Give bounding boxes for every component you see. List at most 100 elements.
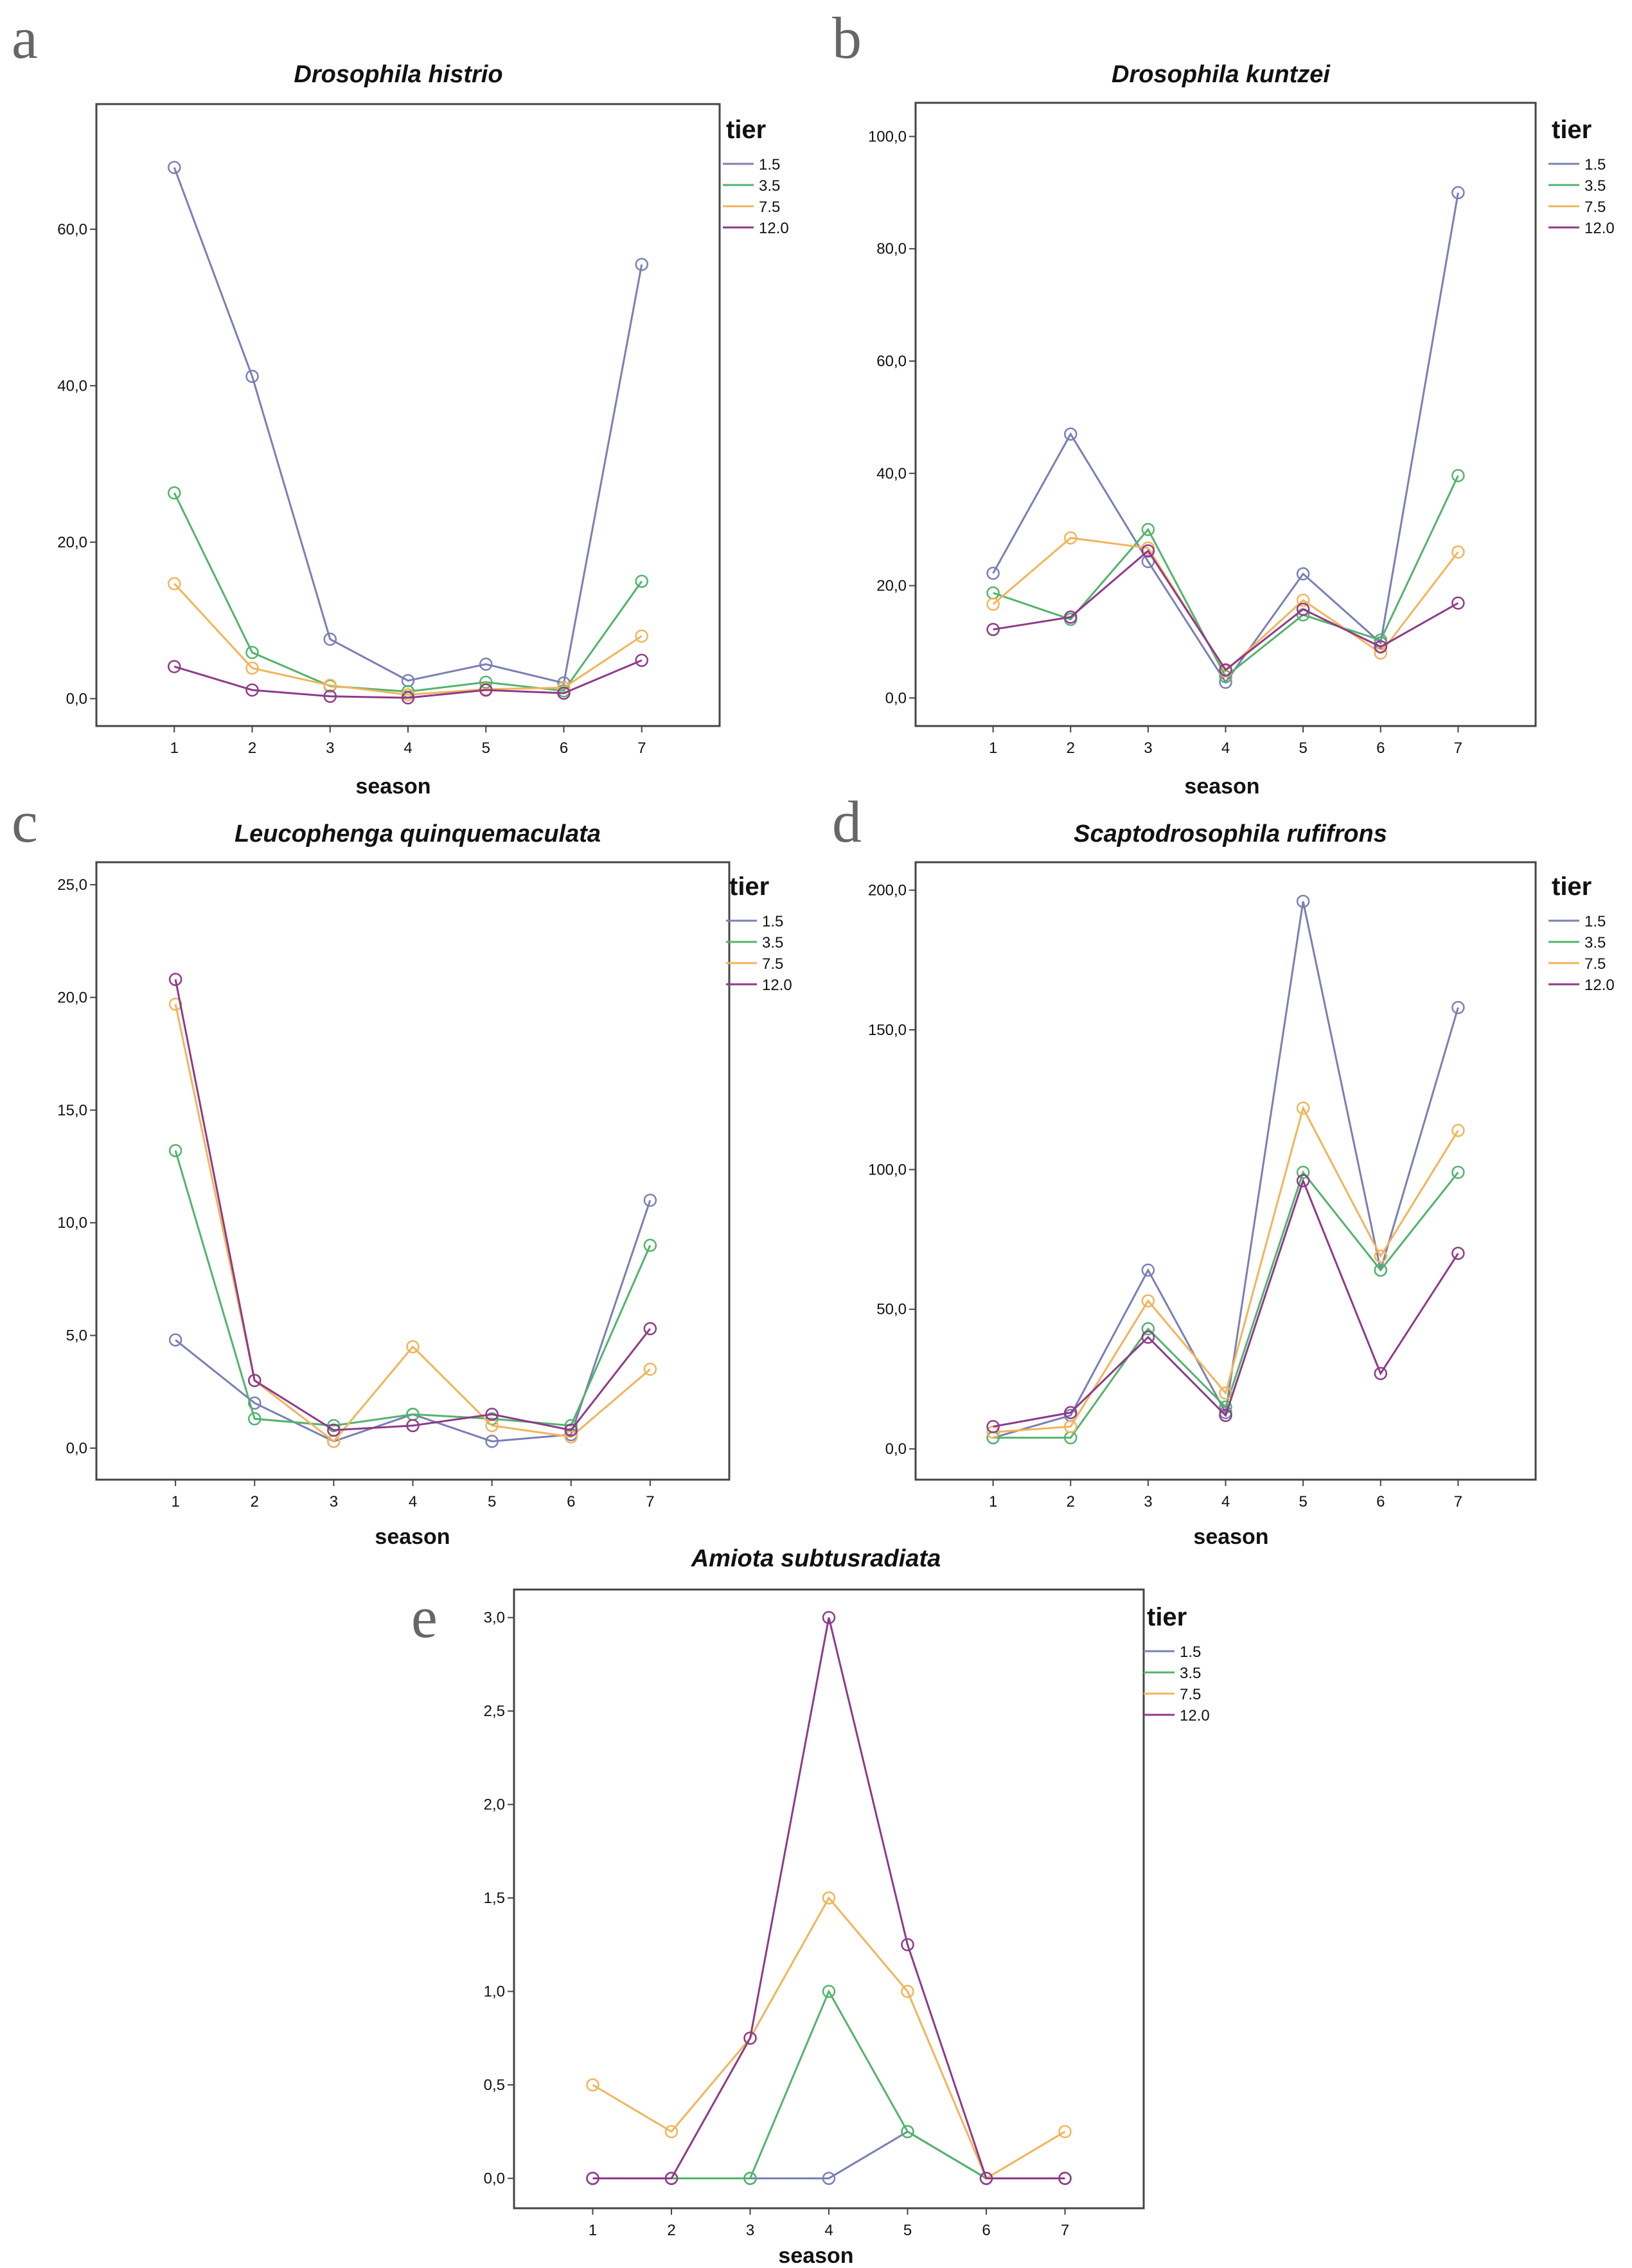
data-point — [1064, 610, 1078, 624]
data-point — [479, 675, 493, 689]
chart-title: Drosophila kuntzei — [1112, 61, 1331, 88]
data-point — [1141, 1330, 1155, 1344]
x-tick-label: 5 — [488, 1493, 496, 1511]
data-point — [168, 486, 181, 500]
x-tick-label: 6 — [1376, 1493, 1385, 1511]
data-point — [822, 1611, 836, 1624]
panel-letter: c — [12, 789, 38, 855]
legend-label: 3.5 — [1180, 1665, 1201, 1682]
data-point — [1141, 1294, 1155, 1307]
data-point — [168, 161, 181, 174]
data-point — [485, 1408, 499, 1421]
data-point — [1064, 531, 1078, 545]
data-point — [1141, 554, 1155, 569]
data-point — [664, 2172, 679, 2185]
y-tick-label: 3,0 — [484, 1609, 505, 1627]
chart-title: Amiota subtusradiata — [691, 1545, 941, 1572]
x-axis-title: season — [1184, 774, 1259, 799]
data-point — [1296, 594, 1310, 607]
data-point — [743, 2172, 757, 2185]
legend-label: 7.5 — [759, 199, 780, 216]
data-point — [1064, 1406, 1078, 1419]
data-point — [1451, 1246, 1465, 1261]
data-point — [643, 1193, 657, 1207]
x-tick-label: 7 — [637, 740, 646, 757]
data-point — [168, 577, 181, 590]
x-axis-title: season — [778, 2244, 853, 2268]
series-line-12.0 — [993, 549, 1459, 671]
data-point — [168, 1144, 182, 1158]
x-tick-label: 7 — [646, 1493, 654, 1511]
data-point — [1374, 1263, 1387, 1277]
data-point — [586, 2078, 599, 2092]
data-point — [1219, 663, 1232, 677]
data-point — [822, 1985, 836, 1998]
x-tick-label: 6 — [567, 1493, 575, 1511]
series-line-3.5 — [993, 1170, 1459, 1439]
data-point — [643, 1238, 657, 1252]
x-tick-label: 2 — [1067, 1493, 1075, 1511]
plot-area — [914, 102, 1537, 727]
y-tick-label: 80,0 — [876, 240, 907, 258]
data-point — [979, 2172, 993, 2185]
data-point — [1451, 1000, 1465, 1014]
legend-label: 1.5 — [1584, 156, 1606, 173]
data-point — [168, 973, 182, 986]
x-tick-label: 2 — [1067, 740, 1075, 757]
y-tick-label: 60,0 — [876, 353, 907, 370]
data-point — [986, 567, 1000, 580]
data-point — [323, 632, 337, 646]
x-axis-title: season — [375, 1525, 450, 1549]
data-point — [664, 2125, 679, 2138]
data-point — [901, 1985, 914, 1998]
legend-label: 7.5 — [1584, 955, 1606, 973]
data-point — [1064, 427, 1078, 441]
data-point — [248, 1412, 262, 1426]
data-point — [1296, 567, 1310, 581]
y-tick-label: 20,0 — [57, 989, 87, 1006]
x-tick-label: 6 — [982, 2222, 990, 2239]
data-point — [245, 646, 259, 659]
y-tick-label: 15,0 — [57, 1102, 87, 1119]
data-point — [401, 691, 415, 705]
y-tick-label: 1,5 — [484, 1890, 505, 1907]
data-point — [248, 1374, 262, 1387]
x-tick-label: 4 — [409, 1493, 417, 1511]
legend-label: 7.5 — [1180, 1686, 1201, 1703]
data-point — [168, 660, 181, 673]
legend-label: 1.5 — [1180, 1643, 1201, 1661]
series-line-3.5 — [174, 1150, 652, 1427]
series-line-12.0 — [173, 659, 643, 699]
chart-panel-a: a Drosophila histrio 0,0 20,0 40,0 60,0 1 2 3 4 5 6… — [12, 5, 789, 799]
data-point — [1451, 1124, 1465, 1137]
data-point — [479, 683, 493, 697]
x-tick-label: 5 — [482, 740, 490, 757]
data-point — [822, 2172, 836, 2185]
x-tick-label: 6 — [560, 740, 568, 757]
data-point — [1064, 1420, 1078, 1433]
plot-area — [95, 861, 731, 1481]
panel-letter: e — [411, 1584, 438, 1650]
y-tick-label: 10,0 — [57, 1214, 87, 1232]
legend-label: 7.5 — [1584, 199, 1606, 216]
y-tick-label: 100,0 — [868, 1161, 907, 1178]
data-point — [245, 683, 259, 697]
legend-label: 12.0 — [1180, 1707, 1210, 1724]
y-tick-label: 0,5 — [484, 2077, 505, 2094]
chart-title: Scaptodrosophila rufifrons — [1074, 820, 1387, 847]
data-point — [406, 1419, 420, 1433]
data-point — [248, 1396, 262, 1410]
x-tick-label: 2 — [248, 740, 256, 757]
data-point — [901, 1938, 914, 1952]
x-tick-label: 4 — [1221, 1493, 1230, 1511]
y-tick-label: 0,0 — [66, 690, 87, 707]
y-tick-label: 100,0 — [868, 128, 907, 145]
legend-label: 12.0 — [759, 220, 789, 237]
y-tick-label: 40,0 — [57, 377, 87, 394]
legend-title: tier — [726, 116, 766, 144]
legend-label: 1.5 — [759, 156, 780, 173]
series-line-12.0 — [174, 979, 652, 1431]
data-point — [1296, 602, 1310, 616]
x-tick-label: 4 — [1221, 740, 1230, 757]
